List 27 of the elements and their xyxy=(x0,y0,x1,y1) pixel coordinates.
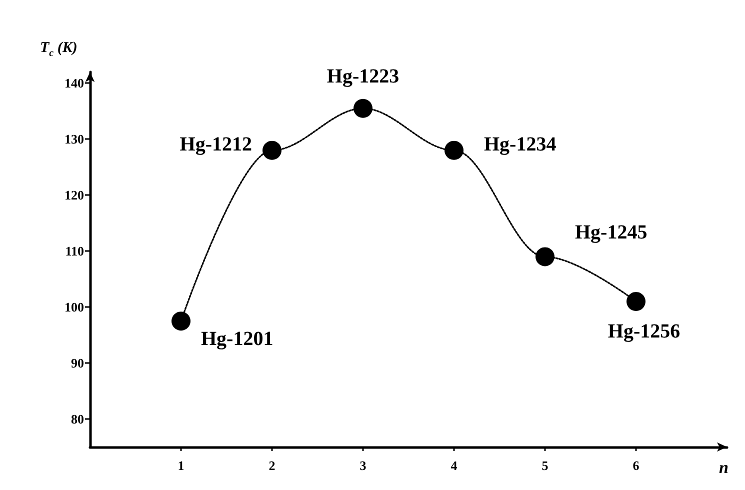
y-tick-label: 110 xyxy=(65,244,84,259)
annotation: Hg-1223 xyxy=(326,65,400,88)
point xyxy=(172,312,190,331)
point xyxy=(444,140,464,160)
annotation: Hg-1201 xyxy=(201,328,274,350)
y-tick-label: 90 xyxy=(71,356,84,371)
y-tick-label: 100 xyxy=(64,300,84,315)
y-axis-title: T$_{c}$ (K) xyxy=(40,40,78,59)
point xyxy=(536,247,554,266)
x-tick-label: 6 xyxy=(632,458,640,473)
x-tick-label: 5 xyxy=(542,458,549,473)
x-tick-label: 3 xyxy=(360,458,367,473)
point xyxy=(354,98,372,118)
annotation: Hg-1256 xyxy=(608,320,680,342)
annotation: Hg-1234 xyxy=(484,133,556,156)
x-tick-label: 1 xyxy=(178,458,184,473)
y-tick-label: 130 xyxy=(64,132,84,147)
annotation: Hg-1245 xyxy=(575,222,648,244)
x-tick-label: 2 xyxy=(268,458,276,473)
y-tick-label: 80 xyxy=(71,412,84,427)
annotation: Hg-1212 xyxy=(180,133,252,156)
y-tick-label: 140 xyxy=(64,76,84,91)
x-axis-title: n xyxy=(719,458,728,477)
x-tick-label: 4 xyxy=(450,458,458,473)
y-tick-label: 120 xyxy=(64,188,84,203)
point xyxy=(262,140,282,160)
point xyxy=(626,292,646,311)
